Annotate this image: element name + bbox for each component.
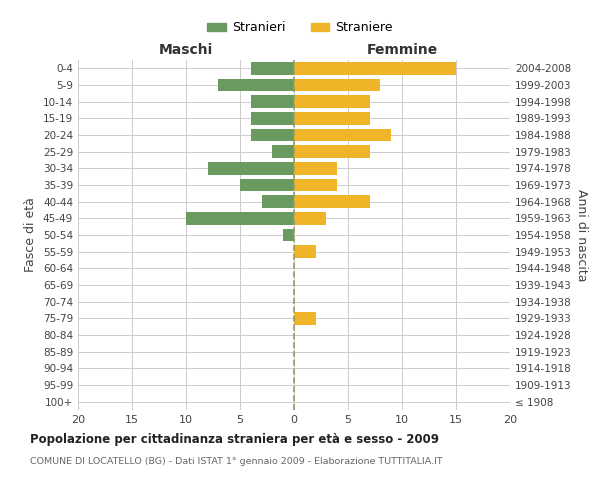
Bar <box>208 162 294 174</box>
Bar <box>218 79 294 92</box>
Bar <box>262 196 294 208</box>
Bar <box>283 229 294 241</box>
Bar <box>294 79 380 92</box>
Bar <box>294 312 316 324</box>
Bar <box>272 146 294 158</box>
Text: COMUNE DI LOCATELLO (BG) - Dati ISTAT 1° gennaio 2009 - Elaborazione TUTTITALIA.: COMUNE DI LOCATELLO (BG) - Dati ISTAT 1°… <box>30 458 443 466</box>
Bar <box>294 179 337 192</box>
Y-axis label: Fasce di età: Fasce di età <box>25 198 37 272</box>
Bar <box>251 96 294 108</box>
Text: Femmine: Femmine <box>367 42 437 56</box>
Text: Popolazione per cittadinanza straniera per età e sesso - 2009: Popolazione per cittadinanza straniera p… <box>30 432 439 446</box>
Legend: Stranieri, Straniere: Stranieri, Straniere <box>202 16 398 40</box>
Bar <box>186 212 294 224</box>
Bar <box>294 146 370 158</box>
Y-axis label: Anni di nascita: Anni di nascita <box>575 188 588 281</box>
Bar <box>251 62 294 74</box>
Bar <box>294 129 391 141</box>
Bar <box>240 179 294 192</box>
Bar <box>294 196 370 208</box>
Bar <box>294 212 326 224</box>
Bar <box>251 129 294 141</box>
Bar <box>294 62 456 74</box>
Bar <box>251 112 294 124</box>
Bar <box>294 246 316 258</box>
Bar <box>294 162 337 174</box>
Bar <box>294 96 370 108</box>
Text: Maschi: Maschi <box>159 42 213 56</box>
Bar <box>294 112 370 124</box>
